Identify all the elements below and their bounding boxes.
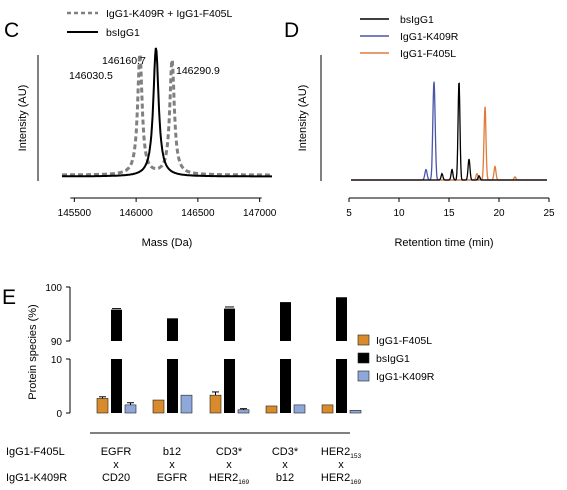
category-label-subscript: 169: [350, 479, 361, 486]
category-label: HER2153: [321, 446, 362, 460]
category-label: EGFR: [101, 446, 132, 458]
x-tick-label: 145500: [58, 208, 92, 219]
panel-letter-e: E: [2, 286, 16, 309]
category-cross: x: [226, 459, 232, 471]
peak-label: 146160.7: [102, 55, 146, 67]
bar: [111, 309, 122, 341]
category-label: CD3*: [272, 446, 299, 458]
legend-label: IgG1-F405L: [400, 48, 456, 60]
series-line: [351, 82, 547, 181]
y-axis-title: Intensity (AU): [297, 85, 309, 152]
x-axis-title: Retention time (min): [394, 237, 493, 249]
category-label-top: EGFR: [101, 446, 132, 458]
series-line: [351, 106, 547, 181]
category-label-top: CD3*: [272, 446, 299, 458]
bar: [224, 308, 235, 341]
category-label: b12: [276, 472, 294, 484]
series-line: [62, 47, 272, 178]
bar: [111, 359, 122, 413]
series-line: [351, 81, 547, 181]
bar: [96, 398, 109, 414]
x-tick-label: 20: [493, 208, 505, 219]
bar: [224, 359, 235, 413]
y-tick-label: 10: [51, 355, 63, 366]
panel-letter-d: D: [284, 19, 299, 42]
panel-d: D Intensity (AU) 5 10 15 20 25 Retention time (…: [284, 14, 555, 249]
category-label: HER2169: [209, 472, 250, 486]
series-line: [62, 54, 272, 177]
category-label-bottom: HER2: [209, 472, 238, 484]
category-label: EGFR: [157, 472, 188, 484]
x-tick-label: 146500: [181, 208, 215, 219]
bar: [336, 297, 347, 341]
category-cross: x: [169, 459, 175, 471]
x-tick-label: 15: [443, 208, 455, 219]
x-axis-title: Mass (Da): [142, 237, 193, 249]
x-tick-label: 25: [543, 208, 555, 219]
category-label: HER2169: [321, 472, 362, 486]
bar: [180, 394, 193, 414]
legend-swatch: [357, 352, 370, 364]
category-label-subscript: 153: [350, 453, 361, 460]
category-label-subscript: 169: [238, 479, 249, 486]
category-cross: x: [282, 459, 288, 471]
category-label: CD3*: [216, 446, 243, 458]
bar: [349, 409, 362, 414]
category-label-top: b12: [163, 446, 181, 458]
y-tick-label: 90: [51, 337, 63, 348]
panel-e: E 0 10 90 100 Protein species (%) IgG1-F405L bs…: [2, 283, 435, 486]
legend-label: IgG1-K409R + IgG1-F405L: [106, 8, 233, 20]
panel-c: C Intensity (AU) 145500 146000 146500 147000 M…: [4, 8, 277, 249]
legend-label: bsIgG1: [106, 27, 140, 39]
legend-swatch: [357, 334, 370, 346]
bar: [280, 302, 291, 341]
legend-label: bsIgG1: [400, 14, 434, 26]
bar: [293, 404, 306, 414]
legend-label: IgG1-K409R: [376, 371, 435, 383]
bar: [280, 359, 291, 413]
legend-label: IgG1-F405L: [376, 335, 432, 347]
category-label-bottom: CD20: [102, 472, 130, 484]
legend-label: IgG1-K409R: [400, 31, 459, 43]
category-label: CD20: [102, 472, 130, 484]
bar: [237, 409, 250, 414]
legend-label: bsIgG1: [376, 353, 410, 365]
category-label: b12: [163, 446, 181, 458]
bar: [336, 359, 347, 413]
category-label-top: CD3*: [216, 446, 243, 458]
category-cross: x: [338, 459, 344, 471]
bar: [321, 404, 334, 414]
panel-letter-c: C: [4, 19, 19, 42]
bar: [209, 394, 222, 414]
category-label-bottom: HER2: [321, 472, 350, 484]
peak-label: 146030.5: [69, 70, 113, 82]
bar: [167, 359, 178, 413]
bar: [152, 399, 165, 414]
y-axis-title: Protein species (%): [27, 304, 39, 399]
row-label: IgG1-K409R: [6, 472, 67, 484]
x-tick-label: 5: [346, 208, 352, 219]
y-tick-label: 100: [45, 283, 62, 294]
y-axis-title: Intensity (AU): [17, 85, 29, 152]
x-tick-label: 147000: [243, 208, 277, 219]
x-tick-label: 146000: [119, 208, 153, 219]
x-tick-label: 10: [393, 208, 405, 219]
y-tick-label: 0: [56, 409, 62, 420]
category-label-top: HER2: [321, 446, 350, 458]
legend-swatch: [357, 370, 370, 382]
bar: [124, 404, 137, 414]
peak-label: 146290.9: [176, 65, 220, 77]
category-label-bottom: EGFR: [157, 472, 188, 484]
row-label: IgG1-F405L: [6, 446, 65, 458]
category-cross: x: [113, 459, 119, 471]
bar: [167, 318, 178, 341]
category-label-bottom: b12: [276, 472, 294, 484]
bar: [265, 405, 278, 414]
